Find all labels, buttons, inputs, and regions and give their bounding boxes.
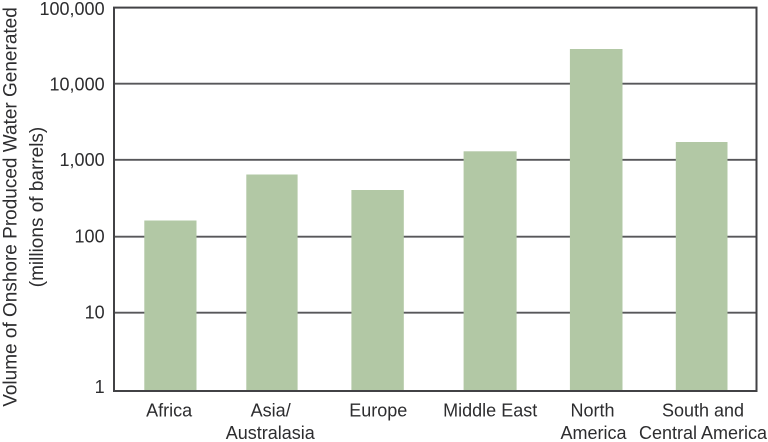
svg-text:Asia/: Asia/ xyxy=(251,401,291,421)
svg-text:Africa: Africa xyxy=(146,401,193,421)
svg-text:1: 1 xyxy=(95,377,105,397)
svg-text:Europe: Europe xyxy=(349,401,407,421)
svg-text:10,000: 10,000 xyxy=(50,75,105,95)
svg-text:1,000: 1,000 xyxy=(60,150,105,170)
svg-text:Volume of Onshore Produced Wat: Volume of Onshore Produced Water Generat… xyxy=(1,7,22,407)
svg-text:Central America: Central America xyxy=(639,423,768,442)
svg-text:100: 100 xyxy=(75,226,105,246)
svg-text:100,000: 100,000 xyxy=(40,0,105,19)
svg-text:Australasia: Australasia xyxy=(226,423,316,442)
svg-text:South and: South and xyxy=(662,401,744,421)
svg-text:America: America xyxy=(560,423,627,442)
svg-text:North: North xyxy=(570,401,614,421)
svg-text:Middle East: Middle East xyxy=(443,401,537,421)
svg-text:10: 10 xyxy=(85,302,105,322)
svg-text:(millions of barrels): (millions of barrels) xyxy=(27,127,48,287)
